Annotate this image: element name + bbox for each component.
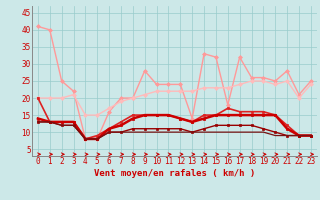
X-axis label: Vent moyen/en rafales ( km/h ): Vent moyen/en rafales ( km/h )	[94, 169, 255, 178]
